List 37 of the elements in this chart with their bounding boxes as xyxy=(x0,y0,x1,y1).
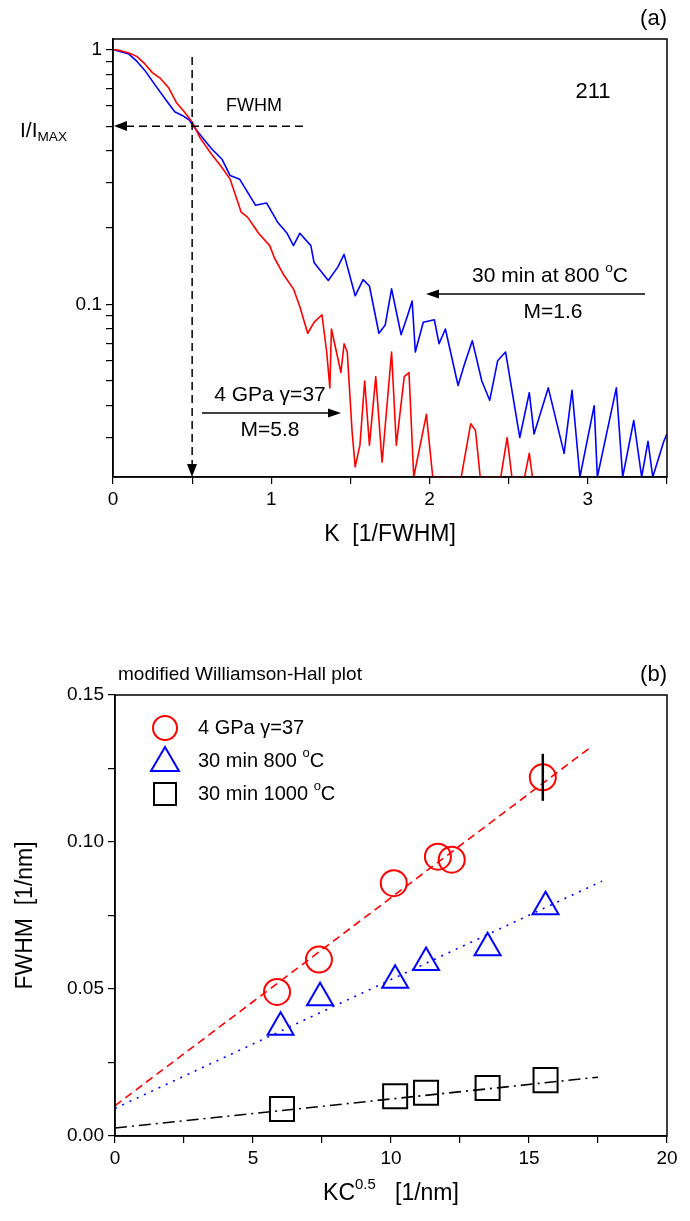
chart-title: modified Williamson-Hall plot xyxy=(118,663,363,685)
ref-line-label: FWHM xyxy=(226,95,282,116)
annotation: M=5.8 xyxy=(240,416,300,440)
legend-label: 4 GPa γ=37 xyxy=(198,715,305,738)
text: (b) xyxy=(640,661,667,687)
y-tick-label: 0.00 xyxy=(67,1124,104,1146)
point xyxy=(532,1067,559,1094)
y-tick-label: 0.05 xyxy=(67,977,104,999)
y-tick-label: 0.1 xyxy=(75,292,102,314)
text: (a) xyxy=(640,5,667,31)
x-tick-label: 0 xyxy=(107,487,119,509)
x-tick-label: 15 xyxy=(518,1146,540,1168)
y-tick-label: 0.15 xyxy=(67,683,104,705)
point xyxy=(474,1075,501,1102)
point xyxy=(304,945,333,974)
annotation: M=1.6 xyxy=(523,298,583,322)
x-tick-label: 2 xyxy=(424,487,435,509)
x-tick-label: 5 xyxy=(247,1146,259,1168)
x-tick-label: 10 xyxy=(380,1146,402,1168)
y-tick-label: 1 xyxy=(91,37,102,59)
y-tick-label: 0.10 xyxy=(67,830,104,852)
point xyxy=(423,842,452,871)
annotation: 211 xyxy=(575,78,611,104)
point xyxy=(437,845,466,874)
point xyxy=(379,869,408,898)
point xyxy=(528,763,557,792)
annotation: 4 GPa γ=37 xyxy=(214,381,326,405)
x-tick-label: 3 xyxy=(582,487,594,509)
y-axis-title: FWHM [1/nm] xyxy=(11,841,38,990)
x-tick-label: 1 xyxy=(266,487,277,509)
x-tick-label: 20 xyxy=(656,1146,678,1168)
point xyxy=(268,1095,295,1122)
x-tick-label: 0 xyxy=(109,1146,121,1168)
x-axis-title: K [1/FWHM] xyxy=(324,520,456,547)
point xyxy=(413,1079,440,1106)
point xyxy=(382,1083,409,1110)
point xyxy=(263,977,292,1006)
